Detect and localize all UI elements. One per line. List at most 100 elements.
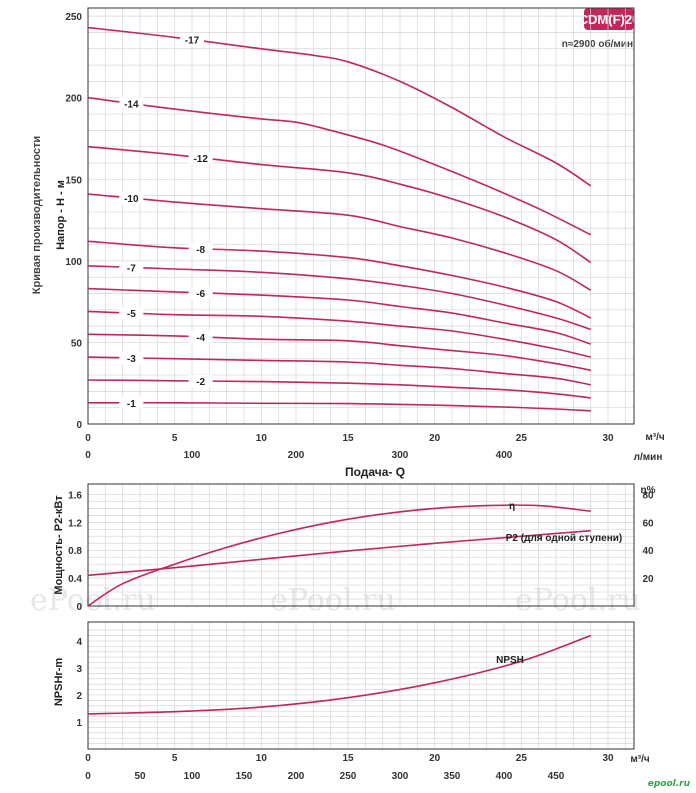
- curve-stage-label: -14: [124, 99, 139, 110]
- x2-tick-label: 150: [236, 771, 253, 782]
- eff-series-label: η: [509, 501, 515, 512]
- model-badge: CDM(F)20: [579, 8, 640, 30]
- y-tick-label: 0.8: [68, 546, 82, 557]
- curve-stage-label: -2: [196, 377, 205, 388]
- head-curve: [87, 240, 592, 319]
- x2-tick-label: 300: [392, 450, 409, 461]
- head-curve: [87, 379, 591, 399]
- curve-label-bg: [119, 97, 144, 110]
- npsh-y-label: NPSHr-m: [53, 658, 65, 707]
- curve-label-bg: [180, 33, 204, 46]
- head-curve: [87, 26, 592, 187]
- y-tick-label: 0.4: [68, 574, 82, 585]
- y-tick-label: 250: [65, 12, 82, 23]
- x-tick-label: 20: [429, 753, 441, 764]
- speed-note: n≈2900 об/мин: [562, 38, 633, 50]
- x2-tick-label: 100: [184, 771, 201, 782]
- curve-stage-label: -10: [124, 194, 139, 205]
- x2-tick-label: 0: [85, 450, 91, 461]
- y2-tick-label: 40: [642, 546, 654, 557]
- y2-tick-label: 20: [642, 574, 654, 585]
- y-tick-label: 1.6: [68, 490, 82, 501]
- y-tick-label: 1: [76, 718, 82, 729]
- x-tick-label: 15: [342, 753, 354, 764]
- x2-tick-label: 50: [134, 771, 146, 782]
- x2-tick-label: 400: [496, 450, 513, 461]
- curve-label-bg: [119, 351, 144, 364]
- curve-label-bg: [119, 261, 144, 274]
- head-curve: [87, 356, 591, 386]
- y-tick-label: 4: [76, 637, 82, 648]
- curve-stage-label: -7: [127, 263, 136, 274]
- head-curve: [87, 96, 592, 236]
- curve-stage-label: -8: [196, 245, 205, 256]
- curve-stage-label: -3: [127, 354, 136, 365]
- x-tick-label: 5: [172, 433, 178, 444]
- npsh-chart-frame: [87, 621, 635, 750]
- curve-label-bg: [119, 192, 144, 205]
- npsh-curve: [87, 634, 591, 715]
- y-tick-label: 50: [71, 338, 83, 349]
- watermark-text-2: ePool.ru: [270, 583, 396, 618]
- x2-tick-label: 300: [392, 771, 409, 782]
- curve-stage-label: -1: [127, 399, 136, 410]
- x2-tick-label: 0: [85, 771, 91, 782]
- head-y-label: Напор - H - м: [55, 180, 67, 250]
- x2-tick-label: 350: [444, 771, 461, 782]
- curve-stage-label: -17: [185, 36, 200, 47]
- curve-label-bg: [188, 330, 213, 343]
- x2-tick-label: 100: [184, 450, 201, 461]
- head-x-units-lmin: л/мин: [634, 452, 663, 463]
- x-tick-label: 30: [602, 433, 614, 444]
- head-curve: [87, 265, 591, 331]
- npsh-x-units-m3h: м³/ч: [630, 754, 650, 765]
- y-tick-label: 0: [76, 602, 82, 613]
- curve-stage-label: -5: [127, 309, 136, 320]
- curve-label-bg: [188, 151, 213, 164]
- head-curve: [87, 310, 591, 358]
- side-label: Кривая производительности: [31, 136, 43, 294]
- curve-label-bg: [188, 375, 213, 388]
- head-curve: [87, 333, 591, 371]
- head-chart-frame: [87, 7, 635, 425]
- head-curve: [87, 401, 591, 412]
- curve-label-bg: [188, 242, 213, 255]
- x-tick-label: 30: [602, 753, 614, 764]
- npsh-chart: 1 2 3 4 0 5 10 15 20 25 30 0 50 100 150 200 250 300 350 4…: [53, 621, 650, 782]
- y2-tick-label: 60: [642, 518, 654, 529]
- y2-tick-label: 80: [642, 490, 654, 501]
- footer-logo: epool.ru: [648, 779, 691, 789]
- x-tick-label: 5: [172, 753, 178, 764]
- x2-tick-label: 200: [288, 771, 305, 782]
- x-tick-label: 10: [256, 753, 268, 764]
- watermark-text-3: ePool.ru: [515, 583, 641, 618]
- head-curve: [87, 145, 592, 264]
- x2-tick-label: 400: [496, 771, 513, 782]
- head-x-units-m3h: м³/ч: [645, 432, 665, 443]
- x-tick-label: 0: [85, 753, 91, 764]
- y-tick-label: 150: [65, 175, 82, 186]
- model-badge-bg: [584, 8, 634, 30]
- x-tick-label: 25: [516, 433, 528, 444]
- x-tick-label: 15: [342, 433, 354, 444]
- y-tick-label: 200: [65, 94, 82, 105]
- y-tick-label: 1.2: [68, 518, 82, 529]
- x-tick-label: 25: [516, 753, 528, 764]
- curve-label-bg: [119, 396, 144, 409]
- flow-x-label: Подача- Q: [345, 465, 405, 479]
- y-tick-label: 2: [76, 691, 82, 702]
- curve-label-bg: [119, 307, 144, 320]
- npsh-series-label: NPSH: [496, 655, 524, 666]
- power-curve: [87, 529, 591, 577]
- curve-stage-label: -12: [193, 154, 208, 165]
- model-badge-text: CDM(F)20: [579, 12, 640, 27]
- power-y-label: Мощность- P2-кВт: [53, 495, 65, 595]
- power-series-label: P2 (для одной ступени): [506, 533, 622, 544]
- x2-tick-label: 450: [548, 771, 565, 782]
- x-tick-label: 0: [85, 433, 91, 444]
- watermark-text-1: ePool.ru: [30, 583, 156, 618]
- curve-stage-label: -6: [196, 289, 205, 300]
- curve-stage-label: -4: [196, 333, 205, 344]
- head-curve: [87, 287, 591, 345]
